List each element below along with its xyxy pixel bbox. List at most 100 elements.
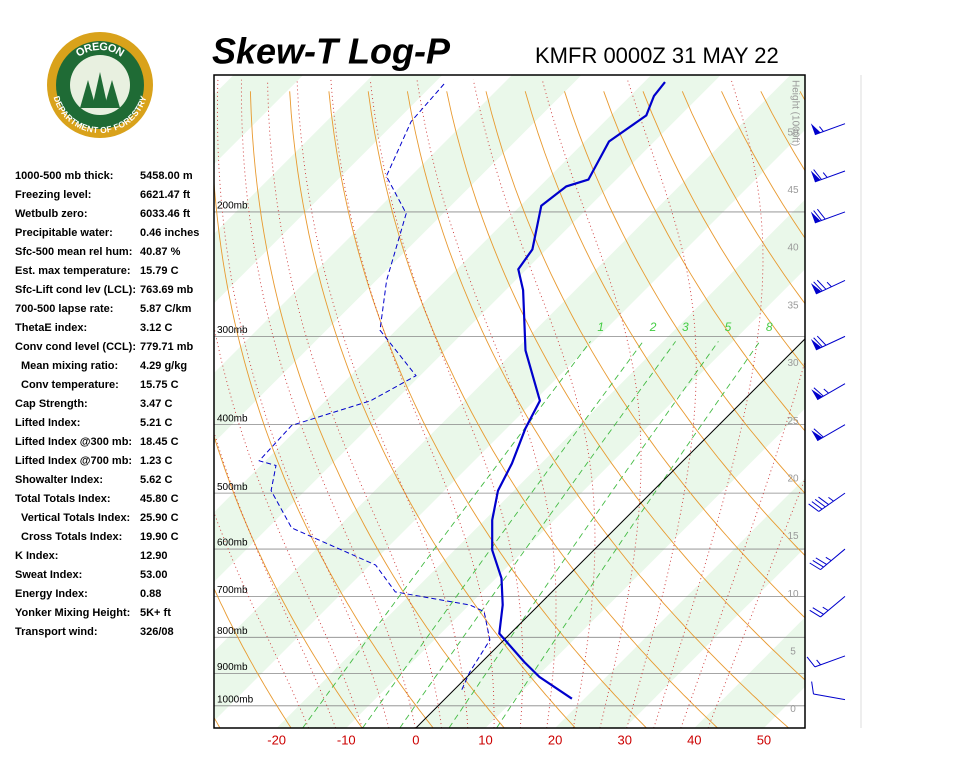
- barb-full: [813, 210, 822, 221]
- chart-title: Skew-T Log-P: [212, 31, 451, 72]
- isotherm-band: [214, 75, 304, 165]
- dry-adiabat: [918, 91, 960, 728]
- y-tick-label: 600mb: [217, 538, 248, 549]
- stat-label: K Index:: [15, 550, 58, 562]
- dry-adiabat: [214, 434, 363, 728]
- barb-staff: [820, 548, 846, 571]
- stat-value: 5.62 C: [140, 474, 172, 486]
- stat-label: Yonker Mixing Height:: [15, 607, 130, 619]
- barb-full: [813, 428, 824, 438]
- barb-half: [823, 388, 829, 394]
- stat-label: Transport wind:: [15, 626, 98, 638]
- stat-label: Vertical Totals Index:: [21, 512, 130, 524]
- stat-value: 1.23 C: [140, 455, 172, 467]
- stat-label: Mean mixing ratio:: [21, 360, 118, 372]
- barb-full: [813, 337, 823, 348]
- barb-flag: [810, 211, 821, 223]
- y-tick-label: 700mb: [217, 585, 248, 596]
- stat-value: 779.71 mb: [140, 341, 193, 353]
- y-tick-label: 1000mb: [217, 694, 254, 705]
- stat-label: Conv cond level (CCL):: [15, 341, 136, 353]
- stat-value: 25.90 C: [140, 512, 179, 524]
- barb-staff: [815, 335, 846, 351]
- logo-tree: [92, 72, 108, 108]
- y2-tick-label: 0: [790, 704, 796, 715]
- moist-adiabat: [626, 79, 697, 728]
- stat-value: 53.00: [140, 569, 168, 581]
- temperature-line: [491, 81, 666, 700]
- barb-full: [816, 335, 827, 346]
- dry-adiabat: [603, 91, 805, 432]
- wind-barb: [810, 208, 846, 224]
- mixing-ratio-label: 3: [682, 320, 689, 334]
- barb-half: [822, 606, 829, 611]
- logo-tree: [104, 80, 120, 108]
- y-tick-label: 400mb: [217, 413, 248, 424]
- y2-tick-label: 30: [787, 358, 799, 369]
- stat-value: 15.75 C: [140, 379, 179, 391]
- mixing-ratio-line: [496, 341, 761, 728]
- zero-isotherm: [415, 338, 805, 728]
- barb-full: [818, 496, 829, 505]
- stat-value: 6621.47 ft: [140, 189, 190, 201]
- wind-barb: [809, 548, 846, 571]
- moist-adiabat: [707, 477, 805, 728]
- stat-label: Lifted Index @700 mb:: [15, 455, 132, 467]
- wind-barb: [810, 335, 846, 351]
- stat-value: 5K+ ft: [140, 607, 171, 619]
- moist-adiabat: [214, 511, 310, 728]
- y2-tick-label: 45: [787, 185, 799, 196]
- barb-half: [828, 496, 834, 502]
- logo: OREGON DEPARTMENT OF FORESTRY: [47, 32, 153, 138]
- dry-adiabat: [214, 175, 434, 728]
- dewpoint-line: [258, 81, 491, 690]
- dry-adiabat: [328, 91, 647, 728]
- plot-frame: [213, 74, 806, 729]
- stat-value: 15.79 C: [140, 265, 179, 277]
- x-tick-label: -10: [337, 732, 356, 747]
- x-tick-label: -20: [267, 732, 286, 747]
- moist-adiabat: [296, 79, 469, 728]
- barb-full: [806, 656, 816, 668]
- barb-staff: [817, 424, 846, 442]
- barb-full: [813, 169, 822, 180]
- barb-staff: [814, 655, 846, 668]
- dry-adiabat: [406, 91, 789, 728]
- stat-value: 6033.46 ft: [140, 208, 190, 220]
- barb-half: [819, 126, 824, 132]
- stat-value: 0.88: [140, 588, 161, 600]
- barb-staff: [815, 279, 846, 295]
- mixing-ratio-line: [362, 341, 644, 728]
- barb-full: [811, 501, 823, 510]
- logo-top: OREGON: [74, 41, 126, 60]
- stat-value: 326/08: [140, 626, 174, 638]
- stat-label: ThetaE index:: [15, 322, 87, 334]
- stat-label: 1000-500 mb thick:: [15, 170, 113, 182]
- stat-value: 18.45 C: [140, 436, 179, 448]
- stat-value: 5.21 C: [140, 417, 172, 429]
- barb-full: [808, 503, 820, 512]
- y-tick-label: 800mb: [217, 626, 248, 637]
- barb-staff: [817, 383, 846, 401]
- chart-subtitle: KMFR 0000Z 31 MAY 22: [535, 43, 779, 68]
- barb-full: [811, 681, 814, 695]
- isotherm-band: [834, 75, 960, 728]
- wind-barb: [806, 655, 846, 668]
- dry-adiabat: [289, 91, 576, 728]
- barb-half: [816, 659, 821, 666]
- y2-tick-label: 20: [787, 473, 799, 484]
- wind-barb: [810, 123, 846, 136]
- wind-barb: [810, 279, 846, 295]
- moist-adiabat: [240, 79, 416, 728]
- logo-tree: [80, 80, 96, 108]
- stat-label: Energy Index:: [15, 588, 88, 600]
- y2-tick-label: 10: [787, 589, 799, 600]
- dry-adiabat: [642, 91, 805, 369]
- stat-label: Conv temperature:: [21, 379, 119, 391]
- stat-label: Lifted Index @300 mb:: [15, 436, 132, 448]
- y2-tick-label: 35: [787, 300, 799, 311]
- moist-adiabat: [330, 79, 495, 728]
- barb-flag: [810, 283, 822, 294]
- stat-label: Freezing level:: [15, 189, 91, 201]
